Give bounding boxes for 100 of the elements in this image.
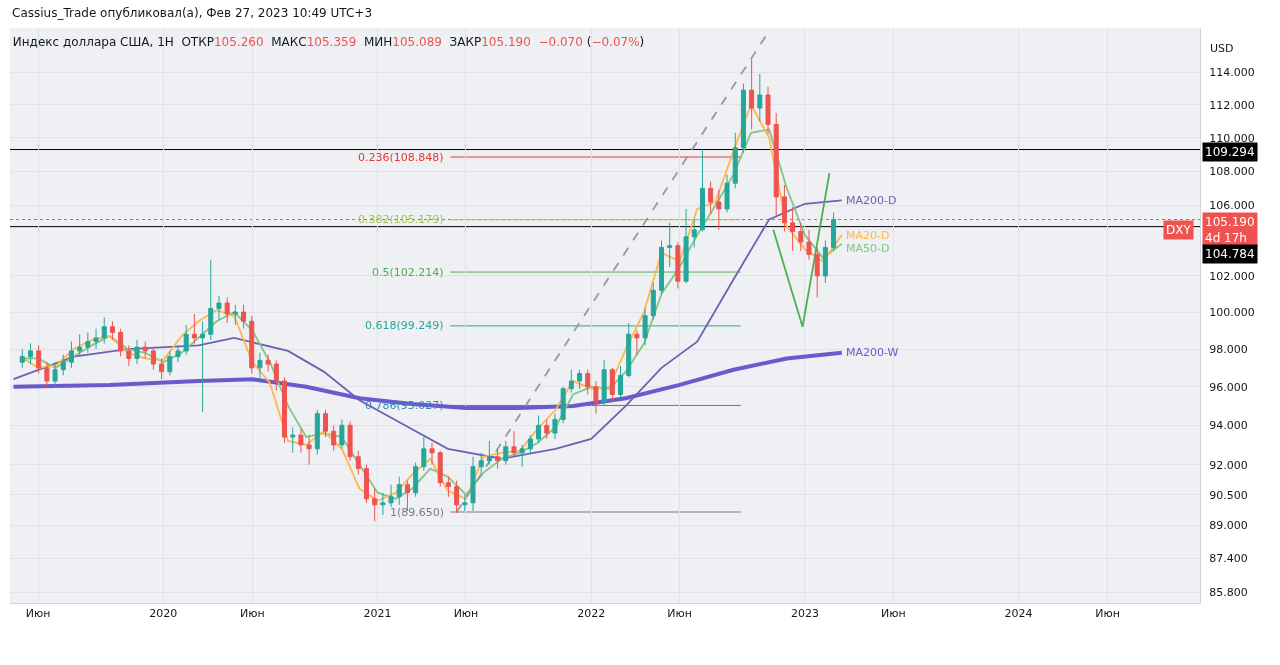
candlestick <box>85 331 91 354</box>
x-tick-label: Июн <box>1095 607 1120 621</box>
candlestick <box>175 344 181 363</box>
x-tick-label: 2024 <box>1004 607 1033 621</box>
candlestick <box>109 320 115 341</box>
candlestick <box>749 59 755 130</box>
candlestick <box>372 488 378 522</box>
candlestick <box>618 365 624 399</box>
candlestick <box>560 386 566 424</box>
candlestick <box>93 328 99 350</box>
candlestick <box>544 418 550 440</box>
candlestick <box>306 434 312 466</box>
ref-line-label: 1(89.650) <box>390 506 445 519</box>
candlestick <box>765 86 771 135</box>
candlestick <box>667 222 673 268</box>
y-tick-label: 102.000 <box>1209 269 1255 283</box>
candlestick <box>322 409 329 438</box>
ref-line-label: 0.5(102.214) <box>372 266 444 279</box>
x-tick-label: 2020 <box>149 607 178 621</box>
candlestick <box>208 259 214 341</box>
candlestick <box>257 352 263 380</box>
candlestick <box>814 246 820 299</box>
candlestick <box>19 348 25 369</box>
candlestick <box>232 304 238 326</box>
candlestick <box>675 241 681 289</box>
candlestick <box>454 480 460 514</box>
y-tick-label: 114.000 <box>1209 66 1255 80</box>
candlestick <box>101 317 107 344</box>
candlestick <box>593 380 599 415</box>
candlestick <box>536 415 542 444</box>
ref-line-label: 0.236(108.848) <box>358 151 444 164</box>
ref-line-label: 0.618(99.249) <box>365 319 444 332</box>
candlestick <box>314 409 320 456</box>
chart-title: Индекс доллара США, 1H ОТКР105.260 МАКС105.359 МИН105.089 ЗАКР105.190 −0.070 (−0.07%) <box>12 35 645 50</box>
candlestick <box>634 330 640 356</box>
series-label: MA50-D <box>846 242 890 255</box>
candlestick <box>249 315 255 375</box>
candlestick <box>52 361 58 388</box>
candlestick <box>585 369 591 395</box>
candlestick <box>347 420 353 462</box>
candlestick <box>396 476 402 506</box>
candlestick <box>134 339 140 365</box>
candlestick <box>577 369 583 390</box>
candlestick <box>650 282 656 320</box>
x-tick-label: Июн <box>25 607 51 621</box>
ref-line-label: 104.784 <box>1205 247 1255 261</box>
candlestick <box>708 181 714 215</box>
x-tick-label: 2023 <box>790 607 819 621</box>
y-tick-label: 92.000 <box>1209 458 1248 472</box>
candlestick <box>224 297 230 324</box>
candlestick <box>126 344 132 367</box>
candlestick <box>716 189 722 231</box>
candlestick <box>519 444 525 468</box>
y-tick-label: 112.000 <box>1209 98 1255 112</box>
candlestick <box>486 440 492 466</box>
candlestick <box>831 211 837 252</box>
candlestick <box>773 112 779 219</box>
y-tick-label: 90.500 <box>1209 488 1248 502</box>
line-series <box>11 350 844 410</box>
candlestick <box>413 462 419 498</box>
candlestick <box>27 342 33 365</box>
candlestick <box>44 361 50 388</box>
candlestick <box>216 295 222 320</box>
candlestick <box>691 218 697 248</box>
ref-line-label: 109.294 <box>1205 145 1255 159</box>
x-tick-label: 2021 <box>363 607 392 621</box>
ref-line-label: 0.382(105.179) <box>358 213 444 226</box>
candlestick <box>609 367 615 403</box>
candlestick <box>355 450 361 476</box>
y-tick-label: 87.400 <box>1209 552 1248 566</box>
series-label: MA200-D <box>846 194 897 207</box>
y-tick-label: 98.000 <box>1209 342 1248 356</box>
candlestick <box>421 436 427 472</box>
candlestick <box>478 452 484 476</box>
candlestick <box>740 83 746 154</box>
y-tick-label: 94.000 <box>1209 419 1248 433</box>
candlestick <box>822 239 828 284</box>
candlestick <box>273 359 279 392</box>
candlestick <box>552 413 558 440</box>
y-tick-label: 106.000 <box>1209 199 1255 213</box>
x-tick-label: Июн <box>239 607 265 621</box>
candlestick <box>77 333 83 358</box>
candlestick <box>757 73 763 122</box>
candlestick <box>282 376 288 444</box>
candlestick <box>380 492 386 516</box>
series-label: MA20-D <box>846 229 890 242</box>
text: Cassius_Trade опубликовал(а), Фев 27, 2023 10:49 UTC+3 <box>12 6 373 20</box>
line-series <box>12 199 843 460</box>
candlestick <box>724 174 730 213</box>
candlestick <box>658 239 664 295</box>
candlestick <box>331 424 337 452</box>
y-tick-label: 96.000 <box>1209 380 1248 394</box>
candlestick <box>462 494 468 512</box>
x-tick-label: Июн <box>453 607 479 621</box>
candlestick <box>298 428 304 454</box>
candlestick <box>241 304 247 330</box>
y-tick-label: 110.000 <box>1209 131 1255 145</box>
candlestick <box>511 430 517 458</box>
candlestick <box>191 313 197 344</box>
candlestick <box>200 320 206 413</box>
